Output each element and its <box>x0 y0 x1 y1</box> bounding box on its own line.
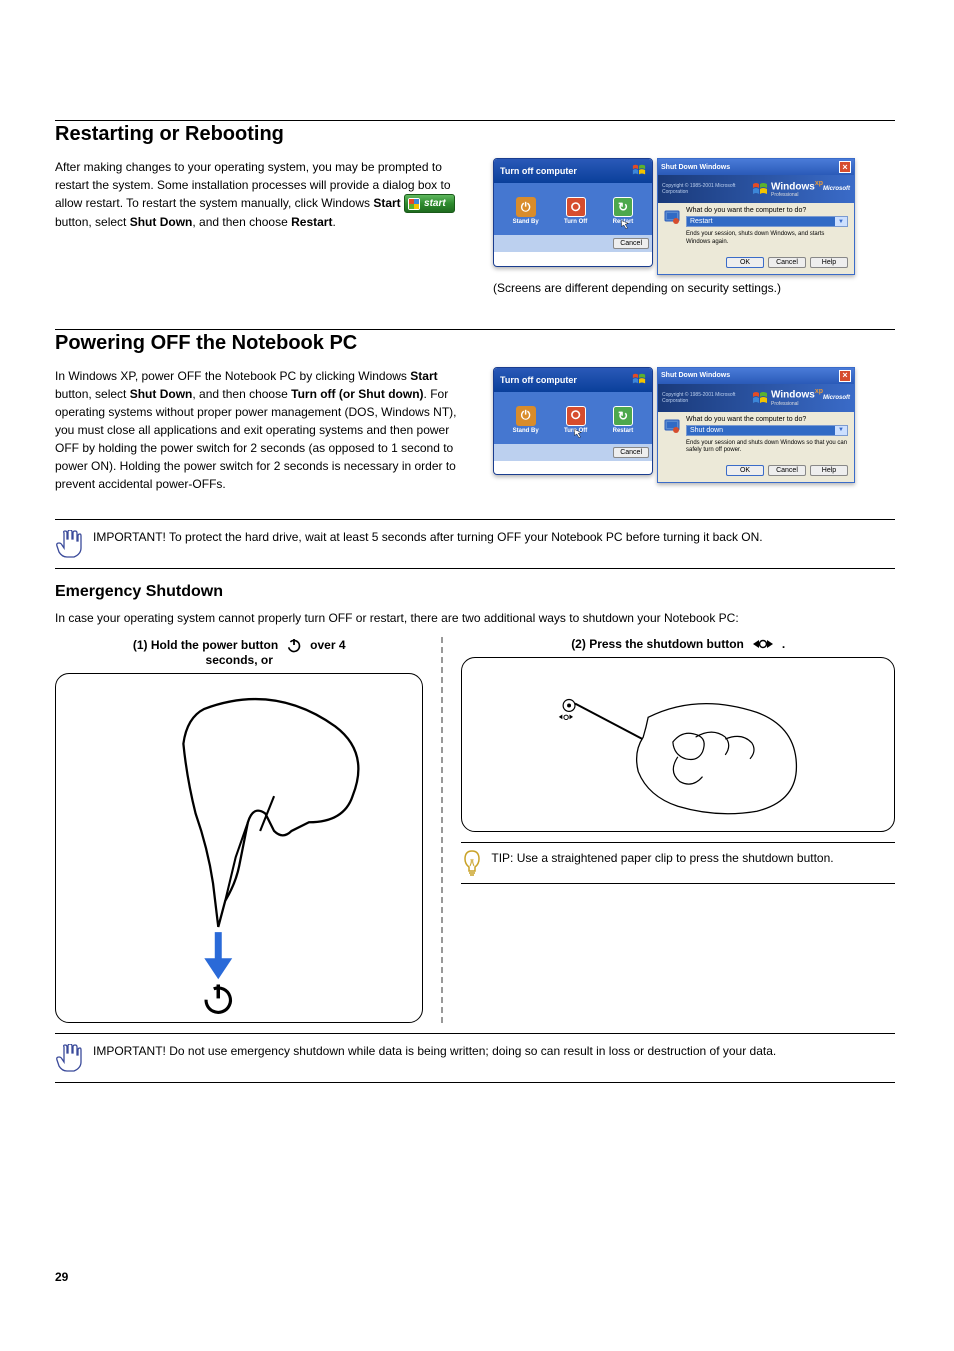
xp-desc: Ends your session and shuts down Windows… <box>686 440 848 456</box>
lightbulb-icon <box>461 849 483 877</box>
windows-flag-icon <box>632 163 646 179</box>
shutdown-icon <box>664 418 680 434</box>
xp-desc: Ends your session, shuts down Windows, a… <box>686 231 848 247</box>
help-button[interactable]: Help <box>810 257 848 268</box>
microsoft-logo: Microsoft <box>823 186 850 192</box>
xp-dialog-title: Shut Down Windows <box>661 372 730 379</box>
security-note: (Screens are different depending on secu… <box>493 279 895 297</box>
standby-option[interactable]: ⏻Stand By <box>513 406 539 434</box>
ok-button[interactable]: OK <box>726 257 764 268</box>
start-label: start <box>424 196 446 211</box>
hand-stop-icon <box>56 530 82 560</box>
important-note-1: IMPORTANT! To protect the hard drive, wa… <box>55 519 895 569</box>
cancel-button[interactable]: Cancel <box>613 238 649 249</box>
start-button[interactable]: start <box>404 194 455 213</box>
turnoff-dialog: Turn off computer ⏻Stand By ⭘Turn Off ↻R… <box>493 158 653 267</box>
windows-flag-icon <box>752 181 768 197</box>
help-button[interactable]: Help <box>810 465 848 476</box>
poweroff-section-title: Powering OFF the Notebook PC <box>55 332 895 355</box>
emergency-shutdown-title: Emergency Shutdown <box>55 583 895 601</box>
shutdown-icon <box>664 209 680 225</box>
tip-row: TIP: Use a straightened paper clip to pr… <box>461 842 895 884</box>
restart-option[interactable]: ↻Restart <box>613 197 634 225</box>
microsoft-logo: Microsoft <box>823 395 850 401</box>
turnoff-dialog: Turn off computer ⏻Stand By ⭘Turn Off ↻R… <box>493 367 653 476</box>
copyright-text: Copyright © 1985-2001 Microsoft Corporat… <box>662 392 752 404</box>
cancel-button[interactable]: Cancel <box>768 465 806 476</box>
power-icon <box>286 637 302 653</box>
turnoff-dialog-title: Turn off computer <box>500 375 577 385</box>
restart-body-text: After making changes to your operating s… <box>55 160 455 229</box>
turnoff-dialog-title: Turn off computer <box>500 166 577 176</box>
windows-flag-icon <box>408 198 420 210</box>
xp-prompt: What do you want the computer to do? <box>686 416 848 423</box>
cancel-button[interactable]: Cancel <box>613 447 649 458</box>
close-icon[interactable]: × <box>839 370 851 382</box>
option1-label2: seconds, or <box>55 653 423 667</box>
page-number: 29 <box>55 1270 68 1284</box>
standby-option[interactable]: ⏻Stand By <box>513 197 539 225</box>
option1-label: (1) Hold the power button over 4 <box>55 637 423 653</box>
turnoff-option[interactable]: ⭘Turn Off <box>564 406 587 434</box>
copyright-text: Copyright © 1985-2001 Microsoft Corporat… <box>662 183 752 195</box>
paperclip-illustration <box>461 657 895 832</box>
emergency-shutdown-desc: In case your operating system cannot pro… <box>55 609 895 627</box>
windows-flag-icon <box>752 390 768 406</box>
xp-dialog-title: Shut Down Windows <box>661 164 730 171</box>
ok-button[interactable]: OK <box>726 465 764 476</box>
shutdown-dropdown[interactable]: Restart▼ <box>686 216 848 227</box>
shutdown-dialog-restart: Shut Down Windows × Copyright © 1985-2001… <box>657 158 855 275</box>
turnoff-option[interactable]: ⭘Turn Off <box>564 197 587 225</box>
close-icon[interactable]: × <box>839 161 851 173</box>
windows-flag-icon <box>632 372 646 388</box>
reset-pin-icon <box>752 638 774 650</box>
important-note-2: IMPORTANT! Do not use emergency shutdown… <box>55 1033 895 1083</box>
cancel-button[interactable]: Cancel <box>768 257 806 268</box>
xp-prompt: What do you want the computer to do? <box>686 207 848 214</box>
hand-stop-icon <box>56 1044 82 1074</box>
option2-label: (2) Press the shutdown button . <box>461 637 895 651</box>
restart-option[interactable]: ↻Restart <box>613 406 634 434</box>
poweroff-body-text: In Windows XP, power OFF the Notebook PC… <box>55 369 457 491</box>
restart-section-title: Restarting or Rebooting <box>55 123 895 146</box>
power-hold-illustration <box>55 673 423 1024</box>
shutdown-dropdown[interactable]: Shut down▼ <box>686 425 848 436</box>
shutdown-dialog-shutdown: Shut Down Windows × Copyright © 1985-2001… <box>657 367 855 484</box>
